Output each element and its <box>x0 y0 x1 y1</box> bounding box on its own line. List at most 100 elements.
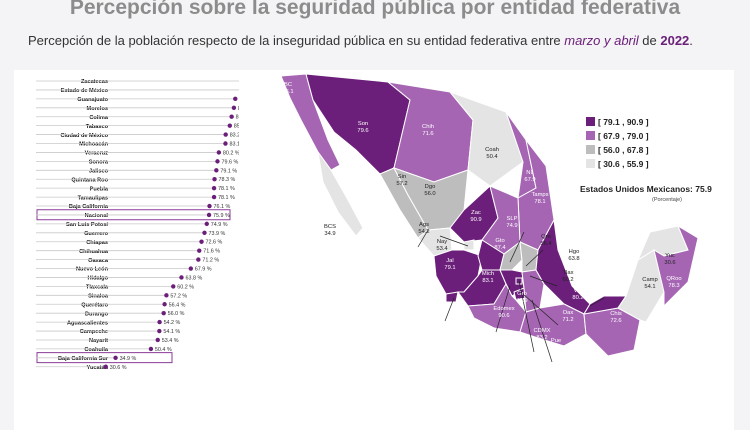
dot-chart: Zacatecas90.9 %Estado de México90.6 %Gua… <box>36 79 239 371</box>
map-leader-lines <box>417 229 605 363</box>
category-label: Tabasco <box>86 124 109 130</box>
value-label: 80.2 % <box>223 150 239 156</box>
map-region-code: BCS <box>324 224 336 230</box>
slide-title: Percepción sobre la seguridad pública po… <box>69 0 681 19</box>
subtitle-year: 2022 <box>660 33 690 48</box>
map-region-code: Coah <box>485 147 499 153</box>
legend-label-4: [ 30.6 , 55.9 ] <box>598 159 649 169</box>
map-region-value: 56.0 <box>424 191 435 197</box>
value-label: 71.6 % <box>203 249 220 255</box>
category-label: Puebla <box>90 186 109 192</box>
data-point <box>223 141 228 146</box>
map-region-value: 56.4 <box>540 241 552 247</box>
data-point <box>215 159 220 164</box>
map-region-value: 73.9 <box>516 298 527 304</box>
map-region-code: NL <box>526 170 534 176</box>
category-label: Baja California Sur <box>58 356 109 362</box>
data-point <box>148 346 154 352</box>
map-region-value: 57.2 <box>396 181 407 187</box>
category-label: Veracruz <box>85 151 109 157</box>
legend-label-1: [ 79.1 , 90.9 ] <box>598 117 649 127</box>
category-label: Nuevo León <box>76 267 109 273</box>
map-region-value: 79.1 <box>444 265 455 271</box>
category-label: Guerrero <box>84 231 109 237</box>
map-region-value: 90.9 <box>470 217 481 223</box>
data-point <box>179 275 184 280</box>
map-region-code: Tab <box>611 273 620 279</box>
legend-label-2: [ 67.9 , 79.0 ] <box>598 131 649 141</box>
legend-swatch-4 <box>586 159 595 168</box>
data-point <box>211 194 217 200</box>
category-label: Quintana Roo <box>71 177 108 183</box>
category-label: Morelos <box>87 106 108 112</box>
category-label: Michoacán <box>79 142 108 148</box>
data-point <box>164 293 169 298</box>
value-label: 85.8 % <box>236 115 239 121</box>
map-region-ags <box>463 239 475 251</box>
map-region-value: 63.8 <box>568 256 579 262</box>
value-label: 74.9 % <box>211 222 228 228</box>
value-label: 57.2 % <box>170 293 187 299</box>
category-label: Yucatán <box>87 365 109 371</box>
map-region-code: Son <box>358 121 368 127</box>
value-label: 50.4 % <box>155 347 172 353</box>
data-point <box>113 355 118 361</box>
value-label: 34.9 % <box>120 356 137 362</box>
category-label: Ciudad de México <box>60 133 108 139</box>
map-region-value: 85.0 <box>610 280 621 286</box>
map-region-value: 50.4 <box>486 154 498 160</box>
map-region-value: 79.6 <box>357 128 368 134</box>
category-label: Querétaro <box>81 302 108 308</box>
data-point <box>197 248 202 253</box>
map-region-code: Tlax <box>563 270 574 276</box>
subtitle-end: . <box>689 33 693 48</box>
map-region-code: Gro <box>517 291 527 297</box>
map-region-code: Hgo <box>569 249 580 255</box>
map-legend: [ 79.1 , 90.9 ] [ 67.9 , 79.0 ] [ 56.0 ,… <box>580 117 712 203</box>
map-region-code: Gto <box>495 238 504 244</box>
value-label: 67.9 % <box>195 267 212 273</box>
legend-label-3: [ 56.0 , 67.8 ] <box>598 145 649 155</box>
map-region-code: Chih <box>422 124 434 130</box>
category-label: Sonora <box>89 160 109 166</box>
data-point <box>171 284 176 289</box>
legend-swatch-3 <box>586 145 595 154</box>
map-region-value: 60.2 <box>562 277 573 283</box>
data-point <box>214 168 219 173</box>
map-region-qro <box>499 241 523 271</box>
map-region-value: 78.3 <box>668 283 679 289</box>
map-region-value: 67.9 <box>524 177 535 183</box>
data-point <box>229 114 234 119</box>
value-label: 75.9 % <box>213 213 230 219</box>
map-region-gro <box>467 282 527 333</box>
value-label: 53.4 % <box>162 338 179 344</box>
category-label: Coahuila <box>84 347 109 353</box>
map-region-value: 85.8 <box>434 299 445 305</box>
map-region-value: 78.1 <box>534 199 545 205</box>
value-label: 85.0 % <box>234 124 239 130</box>
map-region-value: 83.1 <box>482 278 493 284</box>
value-label: 78.3 % <box>219 177 236 183</box>
map-region-value: 54.2 <box>418 229 429 235</box>
data-point <box>216 150 222 155</box>
map-region-value: 30.6 <box>664 260 675 266</box>
category-label: San Luis Potosí <box>66 222 108 228</box>
category-label: Nayarit <box>89 338 108 344</box>
map-labels: BC76.1BCS34.9Son79.6Chih71.6Coah50.4Sin5… <box>282 82 681 351</box>
map-region-value: 71.2 <box>562 317 573 323</box>
map-region-code: Oax <box>563 310 574 316</box>
map-region-code: Pue <box>551 338 561 344</box>
value-label: 54.1 % <box>163 329 180 335</box>
map-region-code: CDMX <box>533 328 550 334</box>
map-region-value: 83.2 <box>536 335 547 341</box>
data-point <box>227 123 232 128</box>
subtitle-connector: de <box>638 33 661 48</box>
map-region-qroo <box>653 224 699 308</box>
category-label: Jalisco <box>89 169 109 175</box>
map-region-code: Ags <box>419 222 429 228</box>
data-point <box>157 328 162 334</box>
map-region-value: 87.4 <box>494 245 506 251</box>
map-region-code: Qro <box>541 234 551 240</box>
subtitle-text: Percepción de la población respecto de l… <box>28 33 565 48</box>
